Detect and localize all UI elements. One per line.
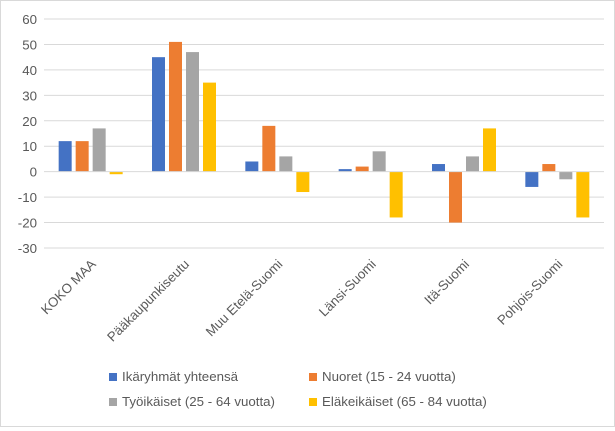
y-tick-label: 30: [22, 88, 37, 103]
y-tick-label: -30: [18, 241, 37, 256]
y-tick-label: 10: [22, 139, 37, 154]
x-tick-label-paakaupunkiseutu: Pääkaupunkiseutu: [104, 257, 192, 345]
bars: [58, 41, 590, 223]
bar-nuoret-15-24-vuotta-paakaupunkiseutu: [169, 41, 182, 172]
gridlines: [44, 18, 604, 249]
legend-swatch-nuoret: [309, 372, 317, 381]
bar-nuoret-15-24-vuotta-pohjois-suomi: [542, 164, 556, 172]
y-tick-label: 40: [22, 63, 37, 78]
bar-tyoikaiset-25-64-vuotta-koko-maa: [92, 128, 106, 172]
y-tick-label: 20: [22, 114, 37, 129]
y-tick-label: -10: [18, 190, 37, 205]
legend-item-tyoikaiset: Työikäiset (25 - 64 vuotta): [109, 394, 309, 409]
bar-tyoikaiset-25-64-vuotta-ita-suomi: [466, 156, 479, 172]
legend-label-elakeikaiset: Eläkeikäiset (65 - 84 vuotta): [322, 394, 487, 409]
bar-ikaryhmat-yhteensa-pohjois-suomi: [525, 171, 539, 187]
legend-item-nuoret: Nuoret (15 - 24 vuotta): [309, 369, 529, 384]
bar-ikaryhmat-yhteensa-ita-suomi: [432, 164, 445, 172]
x-tick-label-pohjois-suomi: Pohjois-Suomi: [494, 256, 565, 327]
y-tick-label: 50: [22, 37, 37, 52]
bar-tyoikaiset-25-64-vuotta-paakaupunkiseutu: [186, 52, 199, 172]
x-axis-tick-labels: KOKO MAA Pääkaupunkiseutu Muu Etelä-Suomi L…: [38, 256, 565, 344]
bar-ikaryhmat-yhteensa-muu-etela-suomi: [245, 161, 259, 172]
x-tick-label-lansi-suomi: Länsi-Suomi: [316, 256, 379, 319]
y-tick-label: -20: [18, 216, 37, 231]
bar-elakeikaiset-65-84-vuotta-paakaupunkiseutu: [203, 82, 216, 172]
bar-tyoikaiset-25-64-vuotta-pohjois-suomi: [559, 171, 573, 180]
legend-swatch-elakeikaiset: [309, 397, 317, 406]
x-tick-label-koko-maa: KOKO MAA: [38, 256, 99, 317]
bar-nuoret-15-24-vuotta-koko-maa: [75, 141, 89, 172]
bar-tyoikaiset-25-64-vuotta-lansi-suomi: [372, 151, 386, 172]
legend-swatch-ikaryhmat: [109, 372, 117, 381]
bar-nuoret-15-24-vuotta-muu-etela-suomi: [262, 125, 276, 172]
bar-ikaryhmat-yhteensa-paakaupunkiseutu: [152, 57, 165, 172]
x-tick-label-muu-etela-suomi: Muu Etelä-Suomi: [203, 256, 286, 339]
legend-label-ikaryhmat: Ikäryhmät yhteensä: [122, 369, 239, 384]
y-tick-label: 60: [22, 12, 37, 27]
bar-elakeikaiset-65-84-vuotta-koko-maa: [109, 171, 123, 175]
bar-nuoret-15-24-vuotta-ita-suomi: [449, 171, 462, 223]
bar-ikaryhmat-yhteensa-lansi-suomi: [338, 169, 352, 172]
legend-item-elakeikaiset: Eläkeikäiset (65 - 84 vuotta): [309, 394, 529, 409]
bar-nuoret-15-24-vuotta-lansi-suomi: [355, 166, 369, 172]
bar-elakeikaiset-65-84-vuotta-ita-suomi: [483, 128, 496, 172]
legend-label-nuoret: Nuoret (15 - 24 vuotta): [322, 369, 456, 384]
bar-tyoikaiset-25-64-vuotta-muu-etela-suomi: [279, 156, 293, 172]
y-tick-label: 0: [30, 165, 37, 180]
x-tick-label-ita-suomi: Itä-Suomi: [421, 256, 472, 307]
legend-label-tyoikaiset: Työikäiset (25 - 64 vuotta): [122, 394, 275, 409]
y-axis-tick-labels: -30 -20 -10 0 10 20 30 40 50 60: [18, 12, 37, 256]
legend-item-ikaryhmat: Ikäryhmät yhteensä: [109, 369, 309, 384]
bar-ikaryhmat-yhteensa-koko-maa: [58, 141, 72, 172]
bar-elakeikaiset-65-84-vuotta-muu-etela-suomi: [296, 171, 310, 193]
bar-elakeikaiset-65-84-vuotta-lansi-suomi: [389, 171, 403, 218]
bar-elakeikaiset-65-84-vuotta-pohjois-suomi: [576, 171, 590, 218]
legend: Ikäryhmät yhteensä Nuoret (15 - 24 vuott…: [109, 369, 529, 409]
legend-swatch-tyoikaiset: [109, 397, 117, 406]
